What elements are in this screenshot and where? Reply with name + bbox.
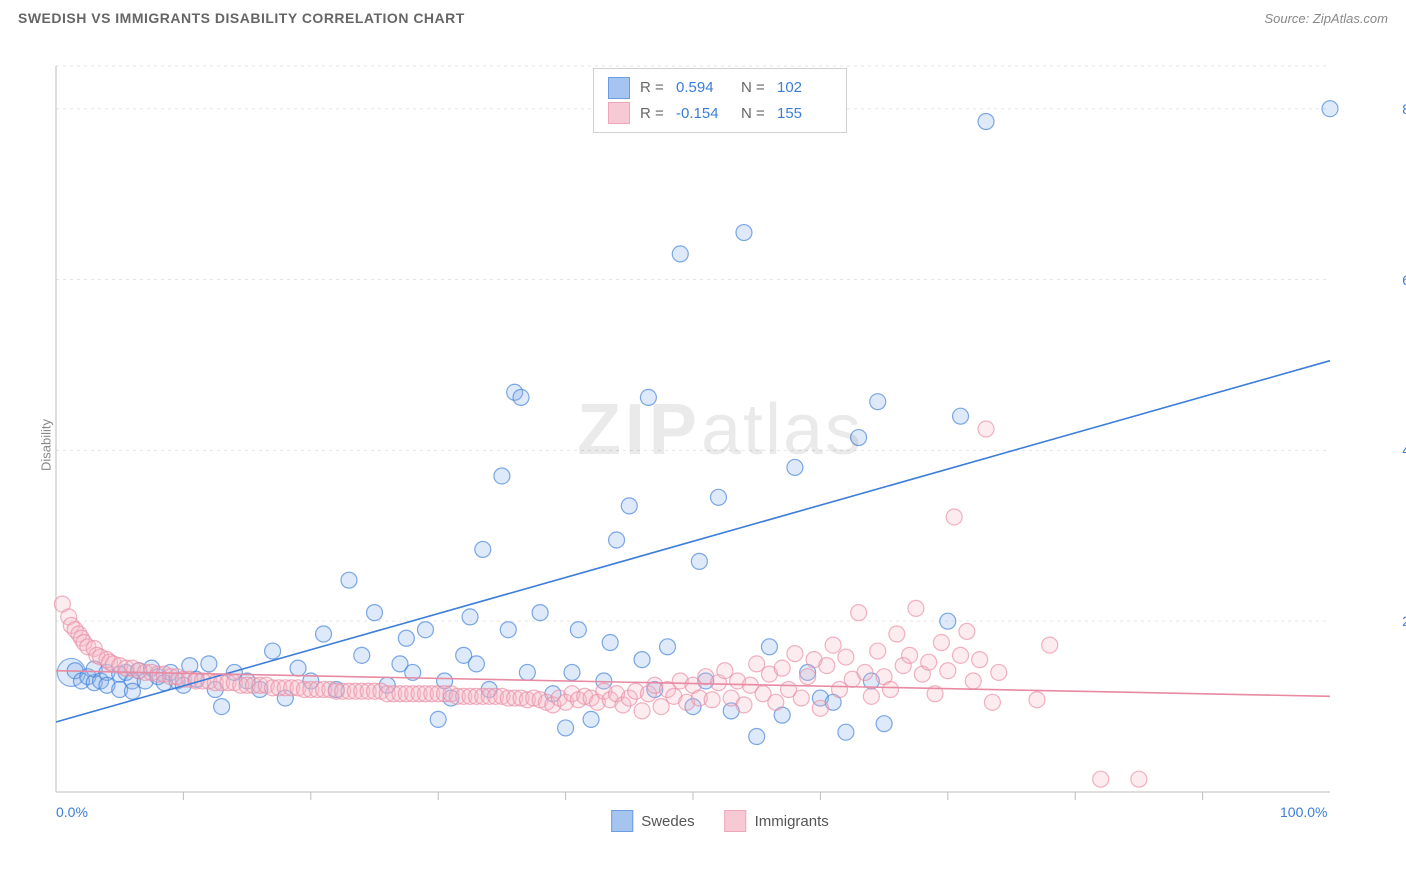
legend-row-swedes: R = 0.594 N = 102 (608, 75, 832, 101)
source-attribution: Source: ZipAtlas.com (1264, 11, 1388, 26)
n-label: N = (741, 101, 767, 127)
legend-item-immigrants: Immigrants (725, 810, 829, 832)
swatch-immigrants (608, 102, 630, 124)
x-tick-label: 100.0% (1280, 804, 1327, 820)
swatch-swedes (608, 77, 630, 99)
r-value-immigrants: -0.154 (676, 101, 731, 127)
n-label: N = (741, 75, 767, 101)
chart-header: SWEDISH VS IMMIGRANTS DISABILITY CORRELA… (0, 0, 1406, 30)
source-prefix: Source: (1264, 11, 1312, 26)
y-tick-label: 40.0% (1402, 442, 1406, 458)
swatch-swedes-icon (611, 810, 633, 832)
correlation-legend: R = 0.594 N = 102 R = -0.154 N = 155 (593, 68, 847, 133)
n-value-immigrants: 155 (777, 101, 832, 127)
scatter-plot (50, 60, 1390, 830)
chart-area: Disability ZIPatlas R = 0.594 N = 102 R … (50, 60, 1390, 830)
series-legend: Swedes Immigrants (611, 810, 829, 832)
chart-title: SWEDISH VS IMMIGRANTS DISABILITY CORRELA… (18, 10, 465, 26)
y-tick-label: 80.0% (1402, 101, 1406, 117)
r-label: R = (640, 101, 666, 127)
source-name: ZipAtlas.com (1313, 11, 1388, 26)
legend-label-swedes: Swedes (641, 813, 694, 830)
n-value-swedes: 102 (777, 75, 832, 101)
r-value-swedes: 0.594 (676, 75, 731, 101)
x-tick-label: 0.0% (56, 804, 88, 820)
y-tick-label: 20.0% (1402, 613, 1406, 629)
r-label: R = (640, 75, 666, 101)
legend-row-immigrants: R = -0.154 N = 155 (608, 101, 832, 127)
y-tick-label: 60.0% (1402, 272, 1406, 288)
swatch-immigrants-icon (725, 810, 747, 832)
legend-item-swedes: Swedes (611, 810, 694, 832)
legend-label-immigrants: Immigrants (755, 813, 829, 830)
